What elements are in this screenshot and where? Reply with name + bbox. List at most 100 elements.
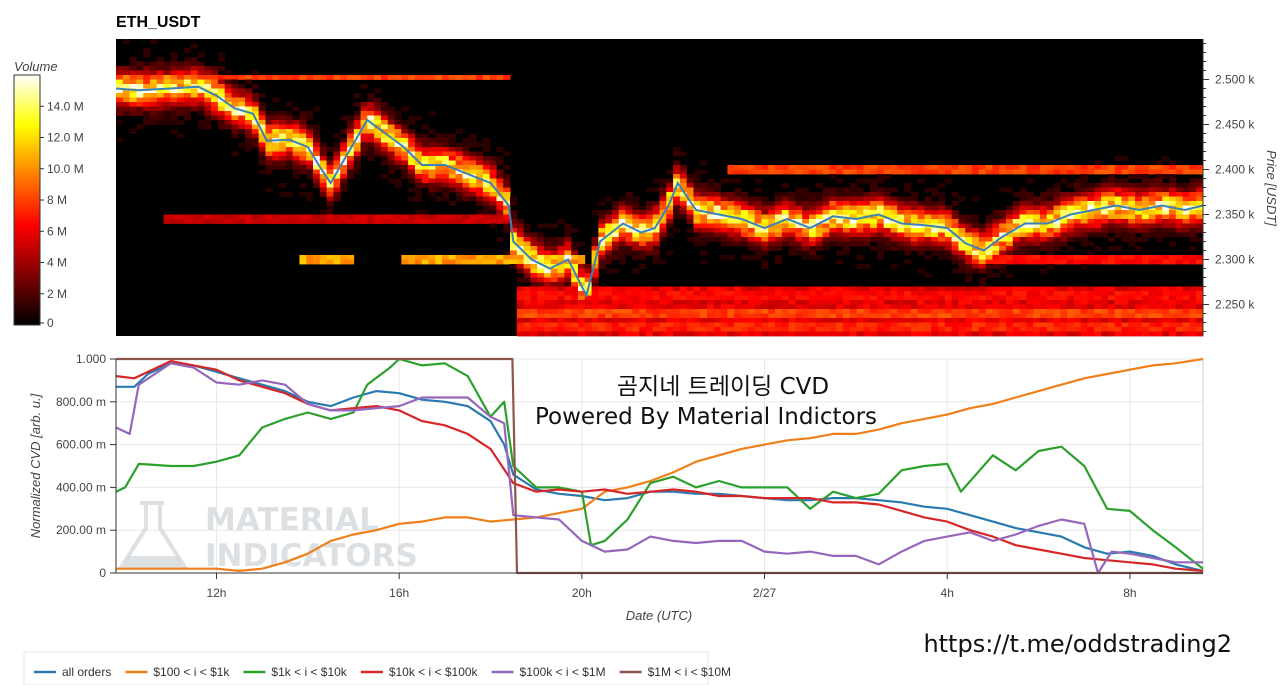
heatmap-cell: [904, 318, 912, 323]
heatmap-cell: [231, 120, 239, 125]
heatmap-cell: [1141, 187, 1150, 193]
heatmap-cell: [1067, 318, 1075, 323]
heatmap-cell: [856, 201, 864, 206]
heatmap-cell: [754, 241, 762, 247]
heatmap-cell: [822, 241, 830, 247]
heatmap-cell: [598, 304, 606, 310]
heatmap-cell: [1060, 255, 1068, 260]
heatmap-cell: [285, 214, 294, 220]
heatmap-cell: [1053, 286, 1061, 292]
heatmap-cell: [747, 309, 756, 314]
heatmap-cell: [1107, 237, 1116, 242]
heatmap-cell: [367, 115, 375, 121]
heatmap-cell: [530, 313, 538, 319]
heatmap-cell: [1039, 304, 1048, 310]
heatmap-cell: [1053, 322, 1061, 328]
heatmap-cell: [1101, 178, 1109, 184]
heatmap-cell: [163, 106, 171, 112]
heatmap-cell: [890, 196, 898, 202]
legend-label[interactable]: $1k < i < $10k: [271, 665, 347, 679]
heatmap-cell: [720, 241, 728, 247]
heatmap-cell: [1128, 295, 1136, 301]
heatmap-cell: [1182, 295, 1190, 301]
heatmap-cell: [584, 273, 592, 278]
heatmap-cell: [720, 291, 728, 296]
heatmap-cell: [639, 237, 647, 242]
heatmap-cell: [727, 291, 735, 296]
heatmap-cell: [734, 196, 742, 202]
heatmap-cell: [1162, 223, 1170, 229]
heatmap-cell: [1019, 223, 1027, 229]
heatmap-cell: [1039, 291, 1048, 296]
heatmap-cell: [387, 219, 395, 224]
heatmap-cell: [1033, 241, 1041, 247]
heatmap-cell: [245, 88, 253, 94]
heatmap-cell: [972, 309, 980, 314]
legend-label[interactable]: $1M < i < $10M: [648, 665, 731, 679]
heatmap-cell: [258, 142, 266, 148]
heatmap-cell: [211, 102, 219, 107]
heatmap-cell: [802, 214, 810, 220]
heatmap-cell: [795, 165, 803, 170]
heatmap-cell: [564, 255, 572, 260]
heatmap-cell: [883, 187, 891, 193]
heatmap-cell: [734, 169, 742, 175]
heatmap-cell: [197, 111, 205, 116]
heatmap-cell: [774, 286, 783, 292]
heatmap-cell: [537, 250, 545, 256]
heatmap-cell: [197, 219, 205, 224]
legend-label[interactable]: all orders: [62, 665, 111, 679]
heatmap-cell: [510, 264, 518, 269]
heatmap-cell: [1135, 187, 1143, 193]
heatmap-cell: [306, 169, 314, 175]
heatmap-cell: [564, 327, 572, 332]
heatmap-cell: [1114, 228, 1122, 233]
heatmap-cell: [876, 255, 885, 260]
legend-label[interactable]: $10k < i < $100k: [389, 665, 479, 679]
legend-label[interactable]: $100k < i < $1M: [520, 665, 606, 679]
heatmap-cell: [673, 327, 681, 332]
heatmap-cell: [584, 309, 592, 314]
heatmap-cell: [251, 133, 260, 139]
heatmap-cell: [455, 255, 463, 260]
heatmap-cell: [245, 102, 253, 107]
heatmap-cell: [1012, 259, 1020, 265]
heatmap-cell: [1114, 196, 1122, 202]
heatmap-cell: [1175, 300, 1184, 305]
telegram-url[interactable]: https://t.me/oddstrading2: [923, 630, 1232, 658]
heatmap-cell: [985, 309, 993, 314]
heatmap-cell: [1067, 255, 1075, 260]
heatmap-cell: [999, 255, 1007, 260]
heatmap-cell: [285, 142, 294, 148]
heatmap-cell: [917, 214, 925, 220]
heatmap-cell: [319, 151, 327, 157]
heatmap-cell: [183, 106, 192, 112]
heatmap-cell: [170, 57, 178, 62]
heatmap-cell: [367, 219, 375, 224]
heatmap-cell: [1053, 214, 1061, 220]
heatmap-cell: [482, 160, 491, 166]
colorbar-tick-label: 14.0 M: [47, 99, 84, 113]
heatmap-cell: [999, 295, 1007, 301]
heatmap-cell: [1169, 291, 1177, 296]
heatmap-cell: [136, 79, 144, 85]
heatmap-cell: [204, 120, 212, 125]
heatmap-cell: [1155, 309, 1163, 314]
heatmap-cell: [204, 70, 212, 76]
heatmap-cell: [129, 97, 137, 103]
heatmap-cell: [673, 295, 681, 301]
heatmap-cell: [890, 264, 898, 269]
heatmap-cell: [313, 219, 321, 224]
heatmap-cell: [1182, 183, 1190, 188]
heatmap-cell: [557, 331, 565, 337]
legend-label[interactable]: $100 < i < $1k: [153, 665, 230, 679]
heatmap-cell: [734, 322, 742, 328]
heatmap-cell: [741, 304, 749, 310]
heatmap-cell: [883, 295, 891, 301]
heatmap-cell: [870, 295, 878, 301]
heatmap-cell: [931, 192, 939, 197]
heatmap-cell: [938, 214, 946, 220]
heatmap-cell: [788, 192, 796, 197]
heatmap-cell: [387, 106, 395, 112]
heatmap-cell: [904, 250, 912, 256]
